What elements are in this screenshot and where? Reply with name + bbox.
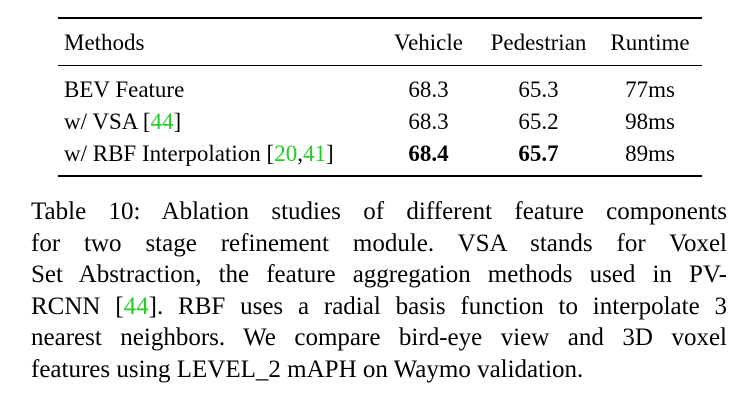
citation-open-bracket: [ bbox=[266, 141, 275, 166]
citation-link[interactable]: 44 bbox=[123, 292, 149, 320]
caption-line-2: for two stage refinement module. VSA sta… bbox=[31, 229, 727, 257]
row-3-vehicle: 68.4 bbox=[408, 141, 449, 166]
header-methods: Methods bbox=[64, 30, 145, 55]
row-2-pedestrian: 65.2 bbox=[518, 109, 559, 134]
table-top-rule bbox=[58, 17, 702, 19]
table-bottom-rule bbox=[58, 175, 702, 177]
row-3-method: w/ RBF Interpolation [20,41] bbox=[64, 141, 334, 167]
row-1-method: BEV Feature bbox=[64, 77, 184, 103]
citation-close-bracket: ] bbox=[173, 109, 182, 134]
row-1-vehicle: 68.3 bbox=[408, 77, 449, 102]
header-pedestrian: Pedestrian bbox=[490, 30, 587, 55]
citation-link[interactable]: 41 bbox=[302, 141, 326, 166]
row-1-runtime: 77ms bbox=[625, 77, 675, 102]
row-3-runtime: 89ms bbox=[625, 141, 675, 166]
header-runtime: Runtime bbox=[610, 30, 690, 55]
citation-open-bracket: [ bbox=[142, 109, 151, 134]
method-name: w/ RBF Interpolation bbox=[64, 141, 261, 166]
row-2-runtime: 98ms bbox=[625, 109, 675, 134]
citation-open-bracket: [ bbox=[115, 292, 124, 320]
citation-separator: , bbox=[297, 141, 303, 166]
caption-line-6: features using LEVEL_2 mAPH on Waymo val… bbox=[31, 355, 584, 383]
row-1-pedestrian: 65.3 bbox=[518, 77, 559, 102]
row-2-vehicle: 68.3 bbox=[408, 109, 449, 134]
citation-link[interactable]: 44 bbox=[150, 109, 174, 134]
method-name: w/ VSA bbox=[64, 109, 138, 134]
caption-label: Table 10: bbox=[31, 198, 141, 225]
row-2-method: w/ VSA [44] bbox=[64, 109, 181, 135]
row-3-pedestrian: 65.7 bbox=[518, 141, 559, 166]
citation-close-bracket: ] bbox=[148, 292, 157, 320]
header-vehicle: Vehicle bbox=[394, 30, 463, 55]
caption-line-5: nearest neighbors. We compare bird-eye v… bbox=[31, 324, 727, 351]
citation-link[interactable]: 20 bbox=[274, 141, 298, 166]
caption-line-3: Set Abstraction, the feature aggregation… bbox=[31, 261, 727, 288]
caption-line-1: Table 10: Ablation studies of different … bbox=[31, 196, 727, 228]
caption-line-4: RCNN [44]. RBF uses a radial basis funct… bbox=[31, 291, 727, 323]
caption-text: Ablation studies of different feature co… bbox=[161, 198, 727, 225]
table-caption: Table 10: Ablation studies of different … bbox=[31, 196, 727, 385]
citation-close-bracket: ] bbox=[325, 141, 334, 166]
table-mid-rule bbox=[58, 65, 702, 66]
caption-text: RCNN bbox=[31, 292, 101, 320]
caption-text: . RBF uses a radial basis function to in… bbox=[156, 292, 728, 320]
method-name: BEV Feature bbox=[64, 77, 185, 102]
